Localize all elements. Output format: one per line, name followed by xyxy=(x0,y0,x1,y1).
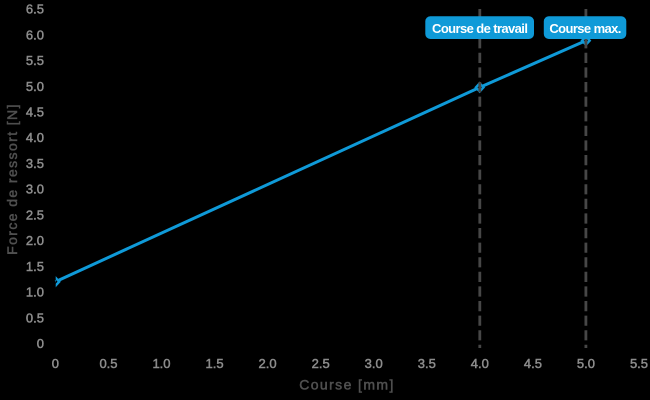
svg-text:Course max.: Course max. xyxy=(549,21,620,36)
svg-text:Course de travail: Course de travail xyxy=(432,21,527,36)
svg-text:4.0: 4.0 xyxy=(26,130,44,145)
svg-text:3.0: 3.0 xyxy=(26,182,44,197)
svg-text:5.0: 5.0 xyxy=(577,356,595,371)
svg-text:1.0: 1.0 xyxy=(152,356,170,371)
svg-text:6.5: 6.5 xyxy=(26,2,44,17)
svg-text:5.5: 5.5 xyxy=(630,356,648,371)
svg-text:0.5: 0.5 xyxy=(99,356,117,371)
svg-text:2.0: 2.0 xyxy=(26,233,44,248)
svg-text:5.0: 5.0 xyxy=(26,79,44,94)
svg-text:3.0: 3.0 xyxy=(365,356,383,371)
svg-text:0: 0 xyxy=(37,336,44,351)
svg-text:4.0: 4.0 xyxy=(471,356,489,371)
svg-text:1.5: 1.5 xyxy=(206,356,224,371)
svg-text:Course [mm]: Course [mm] xyxy=(299,377,395,393)
svg-text:3.5: 3.5 xyxy=(26,156,44,171)
svg-text:0.5: 0.5 xyxy=(26,310,44,325)
svg-text:0: 0 xyxy=(52,356,59,371)
svg-text:1.5: 1.5 xyxy=(26,259,44,274)
svg-text:Force de ressort [N]: Force de ressort [N] xyxy=(4,103,20,255)
svg-text:3.5: 3.5 xyxy=(418,356,436,371)
svg-text:2.5: 2.5 xyxy=(312,356,330,371)
svg-text:6.0: 6.0 xyxy=(26,27,44,42)
svg-text:4.5: 4.5 xyxy=(26,105,44,120)
svg-text:5.5: 5.5 xyxy=(26,53,44,68)
svg-text:2.5: 2.5 xyxy=(26,207,44,222)
svg-text:1.0: 1.0 xyxy=(26,285,44,300)
svg-text:4.5: 4.5 xyxy=(524,356,542,371)
svg-text:2.0: 2.0 xyxy=(259,356,277,371)
